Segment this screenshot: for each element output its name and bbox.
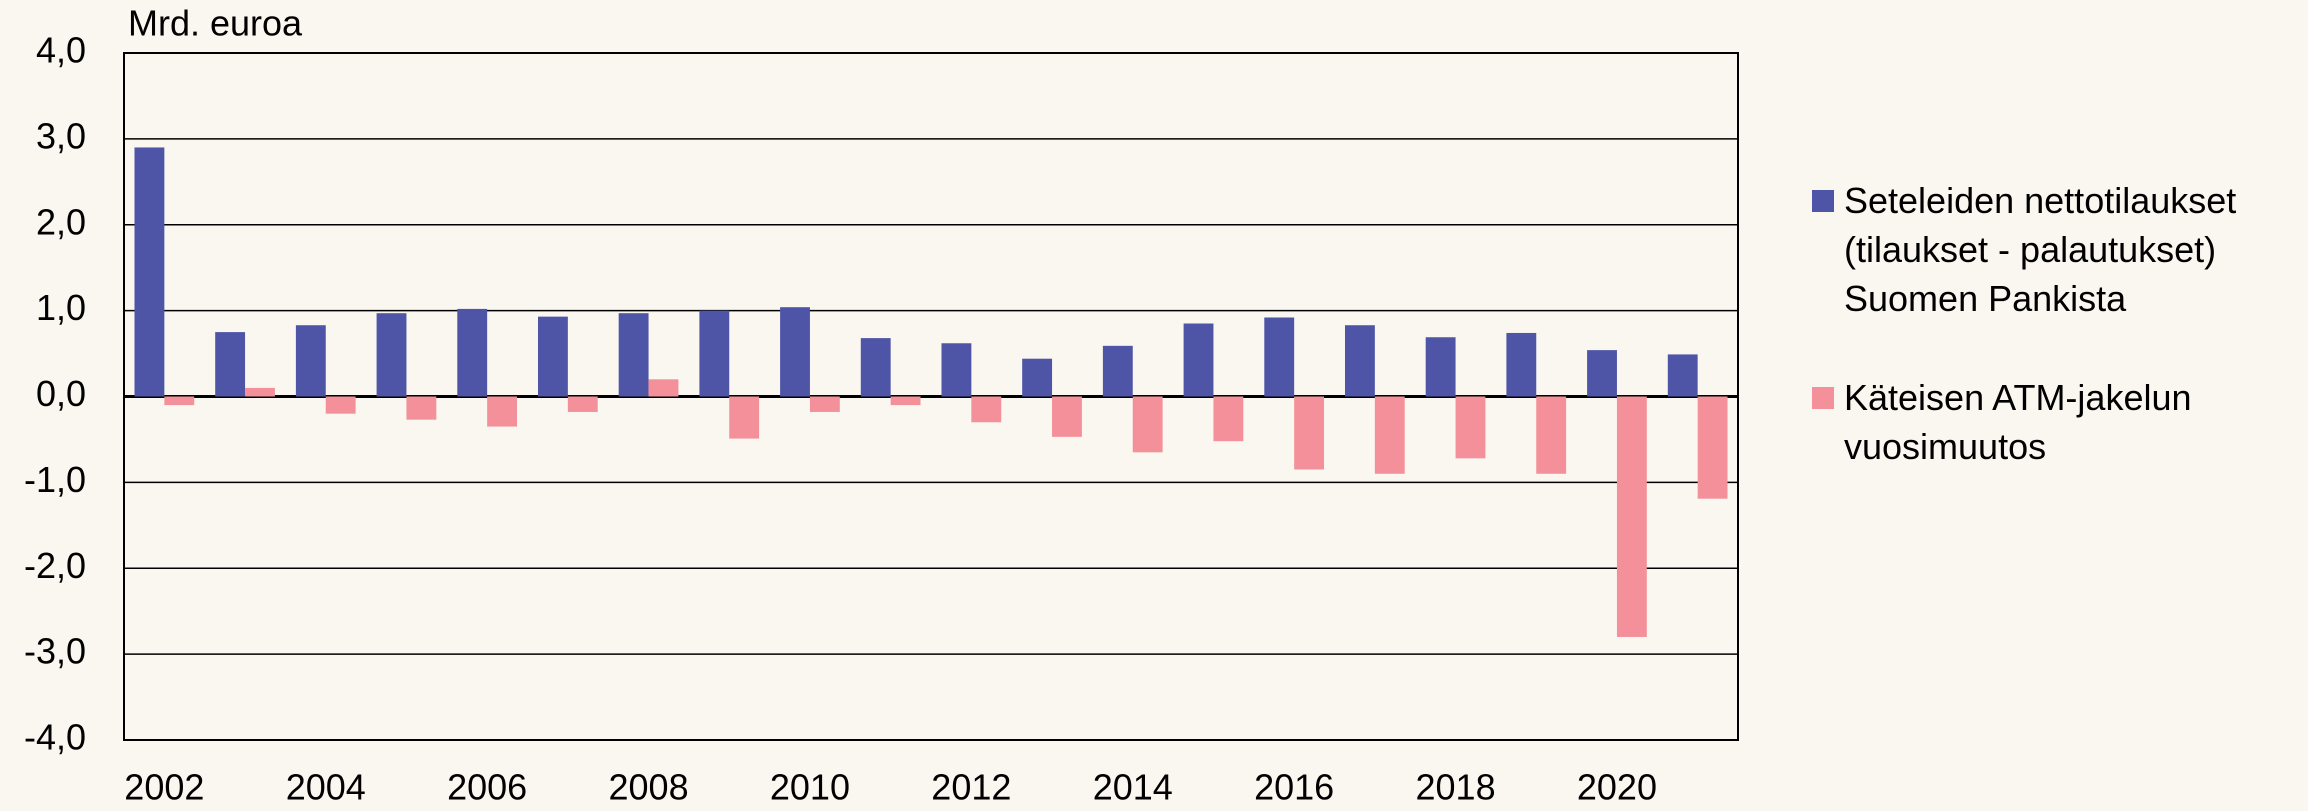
y-tick-label: -2,0 [24,545,86,586]
bar [1587,350,1617,397]
bar [1213,396,1244,442]
y-tick-label: 4,0 [36,30,86,71]
bar [1264,317,1295,397]
y-tick-label: 1,0 [36,287,86,328]
x-tick-label: 2008 [609,767,689,808]
bar [1183,323,1214,397]
bar [1132,396,1163,453]
bar [1455,396,1486,459]
bar [1697,396,1728,499]
y-tick-label: 3,0 [36,115,86,156]
x-tick-label: 2010 [770,767,850,808]
y-tick-label: 0,0 [36,373,86,414]
bar [457,308,488,397]
bar [699,310,730,397]
bar [537,316,568,397]
bar [941,343,972,397]
bar [780,307,810,397]
x-tick-label: 2012 [931,767,1011,808]
bar [487,396,518,427]
x-tick-label: 2006 [447,767,527,808]
bar [1425,337,1456,397]
bar [245,387,275,397]
bar [164,396,195,406]
bar [215,332,246,397]
bar [1102,345,1133,397]
bar [1022,358,1053,397]
bar [860,338,891,397]
bar [1536,396,1567,474]
plot-frame [123,52,1739,741]
bar [1374,396,1405,474]
bar [376,313,407,397]
bar [295,325,326,397]
legend-swatch [1812,190,1834,212]
legend-entry: Seteleiden nettotilaukset (tilaukset - p… [1812,176,2292,323]
bar [1052,396,1082,437]
y-tick-label: -1,0 [24,459,86,500]
bar [618,313,649,397]
bar [1667,354,1698,397]
bar [1344,325,1375,397]
y-tick-label: 2,0 [36,201,86,242]
bar [134,147,165,397]
legend-entry: Käteisen ATM-jakelun vuosimuutos [1812,373,2292,471]
bar [890,396,921,406]
bar [1616,396,1647,637]
x-tick-label: 2002 [124,767,204,808]
bar [567,396,598,412]
legend: Seteleiden nettotilaukset (tilaukset - p… [1812,176,2292,521]
x-tick-label: 2004 [286,767,366,808]
bar [325,396,356,414]
x-tick-label: 2018 [1416,767,1496,808]
bar [648,379,679,397]
legend-label: Seteleiden nettotilaukset (tilaukset - p… [1844,180,2237,319]
bar [406,396,437,420]
x-tick-label: 2020 [1577,767,1657,808]
x-tick-label: 2014 [1093,767,1173,808]
bar [971,396,1002,423]
y-axis-label: Mrd. euroa [128,3,303,44]
bar [1294,396,1325,470]
legend-swatch [1812,387,1834,409]
y-tick-label: -4,0 [24,717,86,758]
x-tick-label: 2016 [1254,767,1334,808]
y-tick-label: -3,0 [24,631,86,672]
legend-label: Käteisen ATM-jakelun vuosimuutos [1844,377,2192,467]
bar [809,396,840,412]
bar [729,396,760,439]
bar [1506,332,1537,397]
